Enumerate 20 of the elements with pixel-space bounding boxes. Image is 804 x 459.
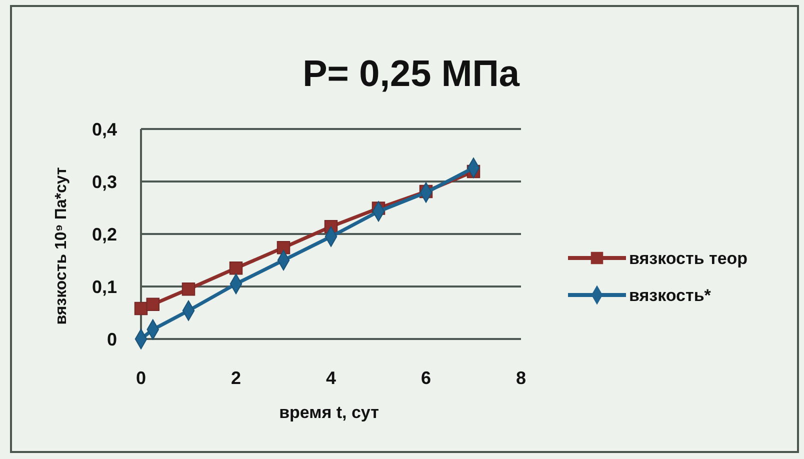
- y-tick-label: 0,3: [92, 172, 117, 192]
- chart-title: P= 0,25 МПа: [302, 53, 520, 94]
- point: [229, 262, 243, 275]
- y-tick-label: 0,1: [92, 276, 117, 297]
- x-tick-label: 4: [326, 368, 336, 388]
- point: [146, 298, 160, 311]
- y-tick-label: 0,4: [92, 119, 117, 140]
- y-axis-title: вязкость 10⁹ Па*сут: [53, 167, 70, 325]
- x-tick-label: 0: [136, 368, 146, 388]
- x-tick-label: 8: [516, 368, 526, 388]
- x-tick-label: 6: [420, 368, 432, 388]
- x-tick-label: 2: [230, 368, 242, 388]
- legend-label: вязкость теор: [629, 248, 748, 268]
- legend-label: вязкость*: [629, 286, 712, 305]
- x-axis-title: время t, сут: [279, 403, 379, 422]
- y-tick-label: 0: [106, 329, 117, 350]
- y-tick-label: 0,2: [92, 224, 117, 244]
- point: [134, 302, 148, 316]
- point: [182, 282, 196, 296]
- point: [276, 241, 290, 254]
